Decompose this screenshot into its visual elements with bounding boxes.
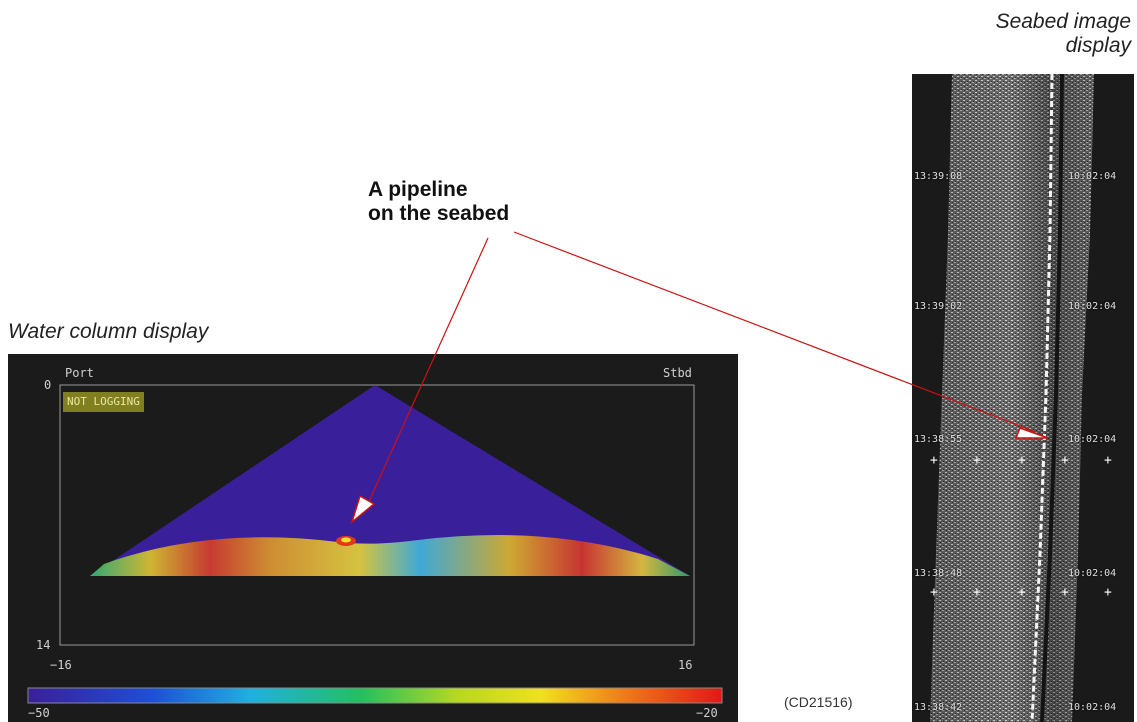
plus-marker-icon: + [1061, 585, 1069, 600]
plus-marker-icon: + [1104, 453, 1112, 468]
reference-code: (CD21516) [784, 694, 853, 710]
plus-marker-icon: + [973, 453, 981, 468]
port-time-3: 13:38:55 [914, 434, 963, 445]
port-label: Port [65, 366, 94, 380]
stbd-label: Stbd [663, 366, 692, 380]
port-time-1: 13:39:08 [914, 171, 963, 182]
stbd-time-3: 10:02:04 [1068, 434, 1117, 445]
plus-marker-icon: + [1061, 453, 1069, 468]
plus-marker-icon: + [1018, 585, 1026, 600]
seabed-title-line1: Seabed image [995, 10, 1131, 33]
water-column-title: Water column display [8, 320, 209, 343]
pipeline-trace [1030, 74, 1054, 722]
seabed-display-title: Seabed image display [911, 10, 1131, 58]
seabed-title-line2: display [1065, 34, 1131, 57]
water-column-display: Port Stbd 0 14 −16 16 −50 −20 NOT LOGGIN… [8, 354, 738, 722]
pipeline-line1: A pipeline [368, 178, 468, 201]
plus-marker-icon: + [930, 585, 938, 600]
color-scale-bar [27, 687, 723, 704]
plus-marker-icon: + [1104, 585, 1112, 600]
stbd-time-5: 10:02:04 [1068, 702, 1117, 713]
plus-marker-icon: + [930, 453, 938, 468]
stbd-time-1: 10:02:04 [1068, 171, 1117, 182]
port-time-4: 13:38:48 [914, 568, 963, 579]
depth-top-label: 0 [44, 378, 52, 392]
seabed-image-display: 13:39:08 10:02:04 13:39:02 10:02:04 13:3… [912, 74, 1134, 722]
port-time-2: 13:39:02 [914, 301, 963, 312]
plus-marker-icon: + [1018, 453, 1026, 468]
plus-marker-icon: + [973, 585, 981, 600]
seabed-echo-band [90, 534, 690, 576]
pipeline-line2: on the seabed [368, 202, 510, 225]
not-logging-badge: NOT LOGGING [63, 392, 144, 412]
pipeline-callout: A pipeline on the seabed [368, 178, 509, 226]
port-time-5: 13:38:42 [914, 702, 963, 713]
depth-bottom-label: 14 [36, 638, 51, 652]
stbd-time-2: 10:02:04 [1068, 301, 1117, 312]
x-max-label: 16 [678, 658, 693, 672]
stbd-time-4: 10:02:04 [1068, 568, 1117, 579]
scale-max-label: −20 [696, 706, 718, 720]
x-min-label: −16 [50, 658, 72, 672]
scale-min-label: −50 [28, 706, 50, 720]
